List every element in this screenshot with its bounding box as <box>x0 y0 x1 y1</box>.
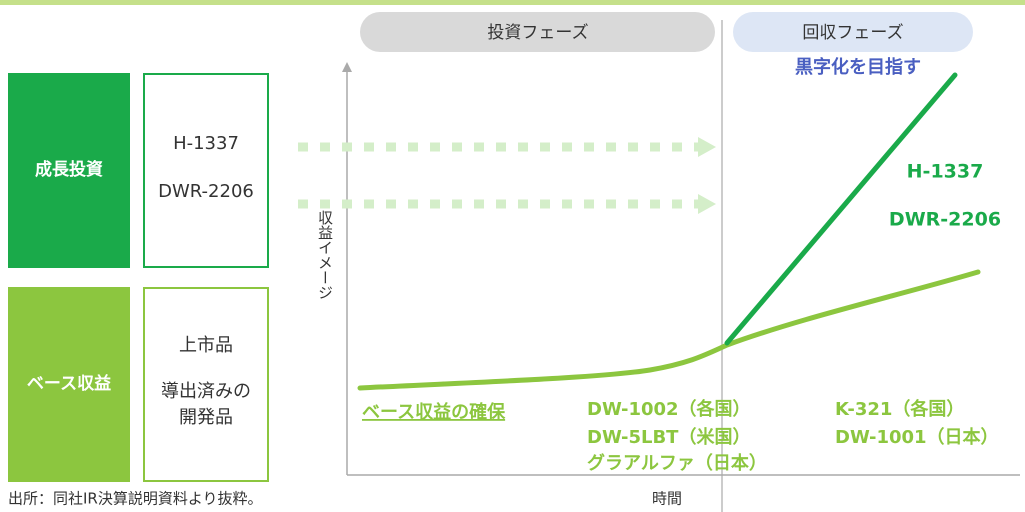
phase-label: 回収フェーズ <box>802 23 903 43</box>
invest-product: グラアルファ（日本） <box>587 452 767 474</box>
source: 出所：同社IR決算説明資料より抜粋。 <box>8 490 263 508</box>
growth-title: 成長投資 <box>35 159 103 180</box>
recover-product: K-321（各国） <box>835 398 964 420</box>
growth-line <box>724 72 958 346</box>
growth-label: DWR-2206 <box>889 209 1001 231</box>
invest-product: DW-5LBT（米国） <box>587 426 750 448</box>
growth-box <box>8 73 130 268</box>
axis-arrow <box>342 62 352 72</box>
y-axis-label: 収益イメージ <box>316 210 334 300</box>
recover-product: DW-1001（日本） <box>835 426 999 448</box>
base-box <box>8 287 130 482</box>
arrow-head <box>698 194 716 214</box>
phase-label: 投資フェーズ <box>487 23 588 43</box>
base-item: 上市品 <box>179 335 233 356</box>
goal-label: 黒字化を目指す <box>795 56 921 78</box>
invest-product: DW-1002（各国） <box>587 398 751 420</box>
base-label: ベース収益の確保 <box>362 401 506 423</box>
growth-item: H-1337 <box>173 133 239 154</box>
base-item: 導出済みの <box>161 381 251 402</box>
base-curve <box>357 269 981 391</box>
phase-pill <box>360 12 715 52</box>
arrow-head <box>698 137 716 157</box>
growth-items-box <box>143 73 269 268</box>
top-bar <box>0 0 1025 5</box>
base-title: ベース収益 <box>27 373 111 394</box>
growth-label: H-1337 <box>907 161 984 183</box>
base-item: 開発品 <box>179 407 233 428</box>
phase-pill <box>733 12 973 52</box>
growth-item: DWR-2206 <box>158 181 254 202</box>
x-axis-label: 時間 <box>652 490 682 508</box>
base-items-box <box>143 287 269 482</box>
